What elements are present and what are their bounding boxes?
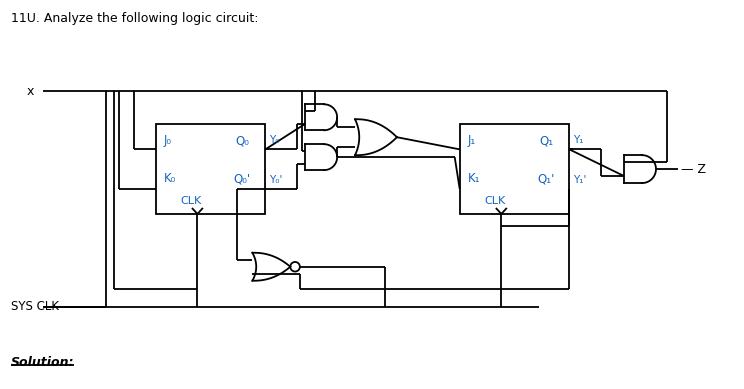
Text: CLK: CLK (181, 196, 202, 206)
Text: J₀: J₀ (164, 134, 172, 147)
Text: — Z: — Z (681, 163, 706, 175)
Text: Solution:: Solution: (11, 356, 75, 370)
Text: Q₁': Q₁' (537, 172, 555, 185)
Text: K₀: K₀ (164, 172, 176, 185)
Text: Y₁: Y₁ (574, 135, 584, 145)
Text: CLK: CLK (484, 196, 506, 206)
Text: Y₀: Y₀ (269, 135, 280, 145)
Text: SYS CLK: SYS CLK (11, 300, 60, 313)
Text: K₁: K₁ (468, 172, 480, 185)
Bar (460, 124, 569, 214)
Text: J₁: J₁ (468, 134, 476, 147)
Text: 11U. Analyze the following logic circuit:: 11U. Analyze the following logic circuit… (11, 12, 259, 25)
Text: Q₀': Q₀' (234, 172, 251, 185)
Text: Q₁: Q₁ (539, 134, 554, 147)
Bar (155, 124, 266, 214)
Text: Q₀: Q₀ (236, 134, 249, 147)
Text: Y₀': Y₀' (269, 175, 283, 185)
Text: Y₁': Y₁' (574, 175, 587, 185)
Text: x: x (26, 85, 33, 98)
